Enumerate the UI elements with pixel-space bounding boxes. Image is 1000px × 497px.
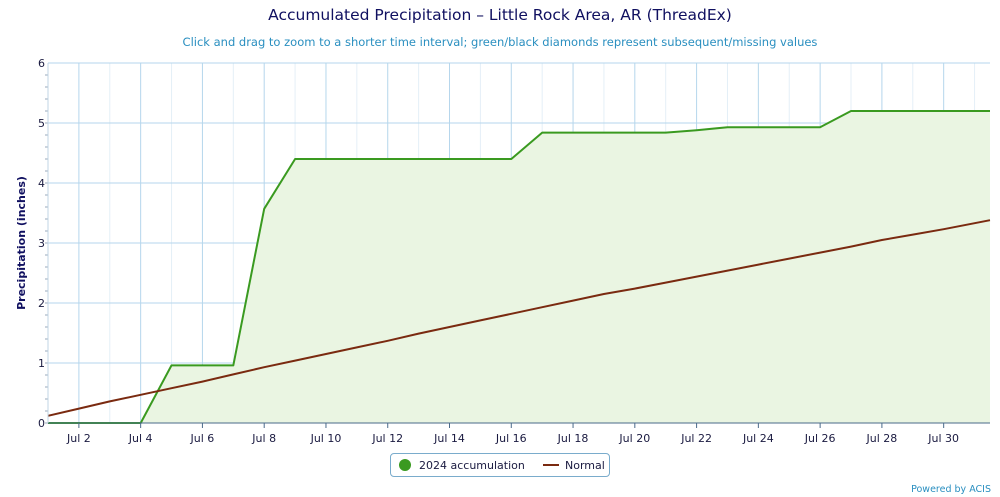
data-point[interactable] bbox=[786, 124, 792, 130]
data-point[interactable] bbox=[447, 324, 453, 330]
x-tick-label: Jul 8 bbox=[251, 432, 276, 445]
legend-dot-icon bbox=[399, 459, 411, 471]
data-point[interactable] bbox=[724, 268, 730, 274]
data-point[interactable] bbox=[817, 250, 823, 256]
data-point[interactable] bbox=[385, 338, 391, 344]
x-tick-label: Jul 26 bbox=[804, 432, 836, 445]
legend-label-normal: Normal bbox=[565, 458, 605, 472]
data-point[interactable] bbox=[230, 371, 236, 377]
data-point[interactable] bbox=[663, 280, 669, 286]
x-tick-label: Jul 28 bbox=[866, 432, 898, 445]
x-tick-label: Jul 16 bbox=[495, 432, 527, 445]
x-tick-label: Jul 30 bbox=[927, 432, 959, 445]
x-tick-label: Jul 22 bbox=[680, 432, 712, 445]
data-point[interactable] bbox=[632, 130, 638, 136]
data-point[interactable] bbox=[694, 274, 700, 280]
data-point[interactable] bbox=[755, 124, 761, 130]
legend-item-accumulation[interactable]: 2024 accumulation bbox=[399, 454, 525, 476]
y-axis-label: Precipitation (inches) bbox=[15, 176, 28, 310]
data-point[interactable] bbox=[323, 156, 329, 162]
data-point[interactable] bbox=[755, 262, 761, 268]
data-point[interactable] bbox=[138, 392, 144, 398]
data-point[interactable] bbox=[632, 286, 638, 292]
data-point[interactable] bbox=[323, 351, 329, 357]
data-point[interactable] bbox=[416, 331, 422, 337]
data-point[interactable] bbox=[601, 291, 607, 297]
data-point[interactable] bbox=[354, 156, 360, 162]
series-line-2024-accumulation[interactable] bbox=[48, 110, 990, 424]
data-point[interactable] bbox=[879, 108, 885, 114]
data-point[interactable] bbox=[539, 130, 545, 136]
data-point[interactable] bbox=[354, 344, 360, 350]
data-point[interactable] bbox=[941, 108, 947, 114]
data-point[interactable] bbox=[910, 232, 916, 238]
data-point[interactable] bbox=[987, 217, 993, 223]
data-point[interactable] bbox=[848, 244, 854, 250]
data-point[interactable] bbox=[972, 220, 978, 226]
data-point[interactable] bbox=[663, 130, 669, 136]
data-point[interactable] bbox=[694, 127, 700, 133]
x-tick-label: Jul 12 bbox=[371, 432, 403, 445]
data-point[interactable] bbox=[292, 358, 298, 364]
data-point[interactable] bbox=[508, 311, 514, 317]
data-point[interactable] bbox=[416, 156, 422, 162]
data-point[interactable] bbox=[385, 156, 391, 162]
data-point[interactable] bbox=[972, 108, 978, 114]
series-area-layer bbox=[48, 111, 990, 423]
data-point[interactable] bbox=[447, 156, 453, 162]
data-point[interactable] bbox=[910, 108, 916, 114]
series-line-normal[interactable] bbox=[47, 219, 991, 417]
x-tick-label: Jul 18 bbox=[557, 432, 589, 445]
legend-line-icon bbox=[543, 464, 559, 466]
x-tick-label: Jul 24 bbox=[742, 432, 774, 445]
axes: Jul 2 Jul 4 Jul 6 Jul 8 Jul 10 Jul 12 Jul 14 Ju… bbox=[38, 57, 990, 445]
chart-title: Accumulated Precipitation – Little Rock … bbox=[268, 6, 732, 24]
data-point[interactable] bbox=[477, 317, 483, 323]
x-tick-label: Jul 10 bbox=[310, 432, 342, 445]
data-point[interactable] bbox=[786, 256, 792, 262]
y-tick-label: 6 bbox=[38, 57, 45, 70]
data-point[interactable] bbox=[570, 298, 576, 304]
credit-link[interactable]: Powered by ACIS bbox=[911, 484, 991, 495]
series-line-layer bbox=[47, 108, 993, 424]
data-point[interactable] bbox=[987, 108, 993, 114]
data-point[interactable] bbox=[230, 362, 236, 368]
data-point[interactable] bbox=[601, 130, 607, 136]
data-point[interactable] bbox=[477, 156, 483, 162]
data-point[interactable] bbox=[724, 124, 730, 130]
y-tick-label: 3 bbox=[38, 237, 45, 250]
data-point[interactable] bbox=[107, 398, 113, 404]
data-point[interactable] bbox=[539, 304, 545, 310]
data-point[interactable] bbox=[817, 124, 823, 130]
data-point[interactable] bbox=[169, 362, 175, 368]
x-tick-label: Jul 20 bbox=[618, 432, 650, 445]
chart-legend[interactable]: 2024 accumulation Normal bbox=[390, 453, 610, 477]
legend-label-accumulation: 2024 accumulation bbox=[419, 458, 525, 472]
data-point[interactable] bbox=[292, 156, 298, 162]
data-point[interactable] bbox=[848, 108, 854, 114]
data-point[interactable] bbox=[169, 385, 175, 391]
data-point[interactable] bbox=[941, 226, 947, 232]
data-point[interactable] bbox=[879, 237, 885, 243]
x-tick-label: Jul 14 bbox=[433, 432, 465, 445]
legend-item-normal[interactable]: Normal bbox=[543, 454, 605, 476]
y-tick-label: 0 bbox=[38, 417, 45, 430]
x-tick-label: Jul 6 bbox=[190, 432, 215, 445]
y-tick-label: 1 bbox=[38, 357, 45, 370]
x-tick-label: Jul 2 bbox=[66, 432, 91, 445]
data-point[interactable] bbox=[508, 156, 514, 162]
data-point[interactable] bbox=[199, 379, 205, 385]
chart-subtitle: Click and drag to zoom to a shorter time… bbox=[182, 35, 818, 49]
data-point[interactable] bbox=[199, 362, 205, 368]
y-tick-label: 2 bbox=[38, 297, 45, 310]
y-tick-label: 4 bbox=[38, 177, 45, 190]
series-area-0 bbox=[48, 111, 990, 423]
data-point[interactable] bbox=[570, 130, 576, 136]
data-point[interactable] bbox=[261, 206, 267, 212]
data-point[interactable] bbox=[261, 364, 267, 370]
y-tick-label: 5 bbox=[38, 117, 45, 130]
data-point[interactable] bbox=[76, 406, 82, 412]
x-tick-label: Jul 4 bbox=[128, 432, 153, 445]
